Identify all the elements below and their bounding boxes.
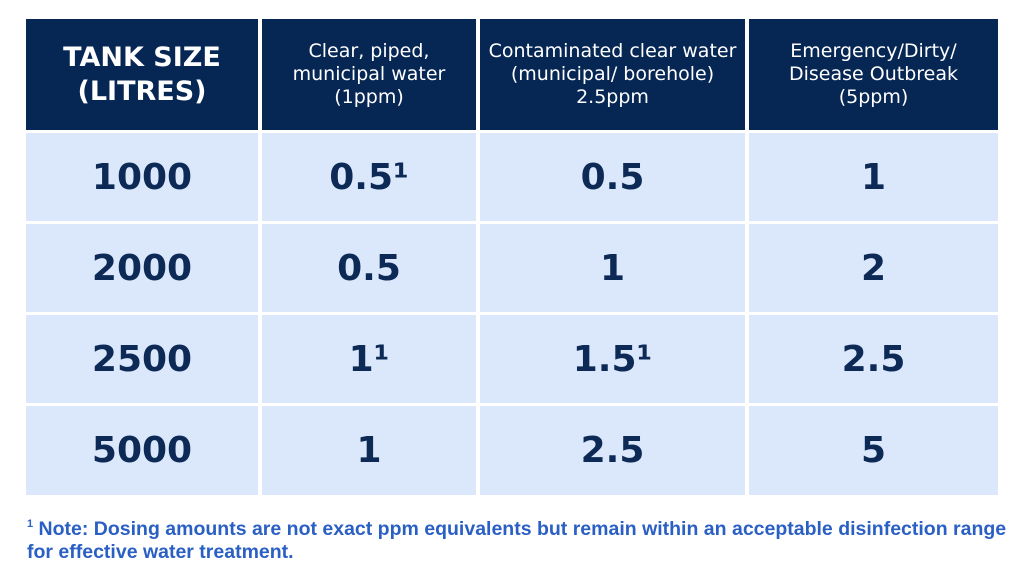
cell-contaminated: 2.5 [480, 406, 745, 495]
cell-contaminated: 1.5¹ [480, 315, 745, 403]
cell-clear: 1 [262, 406, 476, 495]
cell-tank-size: 2000 [26, 224, 258, 312]
dosing-table: TANK SIZE (LITRES) Clear, piped, municip… [26, 19, 998, 495]
cell-emergency: 2.5 [749, 315, 998, 403]
footnote-marker: 1 [27, 518, 34, 530]
cell-emergency: 5 [749, 406, 998, 495]
header-clear-water: Clear, piped, municipal water (1ppm) [262, 19, 476, 130]
header-contaminated-water: Contaminated clear water (municipal/ bor… [480, 19, 745, 130]
cell-contaminated: 1 [480, 224, 745, 312]
cell-tank-size: 1000 [26, 133, 258, 221]
cell-clear: 1¹ [262, 315, 476, 403]
footnote-text: Note: Dosing amounts are not exact ppm e… [27, 518, 1007, 563]
cell-emergency: 1 [749, 133, 998, 221]
cell-clear: 0.5 [262, 224, 476, 312]
cell-tank-size: 5000 [26, 406, 258, 495]
cell-tank-size: 2500 [26, 315, 258, 403]
cell-clear: 0.5¹ [262, 133, 476, 221]
cell-contaminated: 0.5 [480, 133, 745, 221]
cell-emergency: 2 [749, 224, 998, 312]
footnote: 1 Note: Dosing amounts are not exact ppm… [27, 513, 1007, 564]
header-emergency: Emergency/Dirty/ Disease Outbreak (5ppm) [749, 19, 998, 130]
header-tank-size: TANK SIZE (LITRES) [26, 19, 258, 130]
